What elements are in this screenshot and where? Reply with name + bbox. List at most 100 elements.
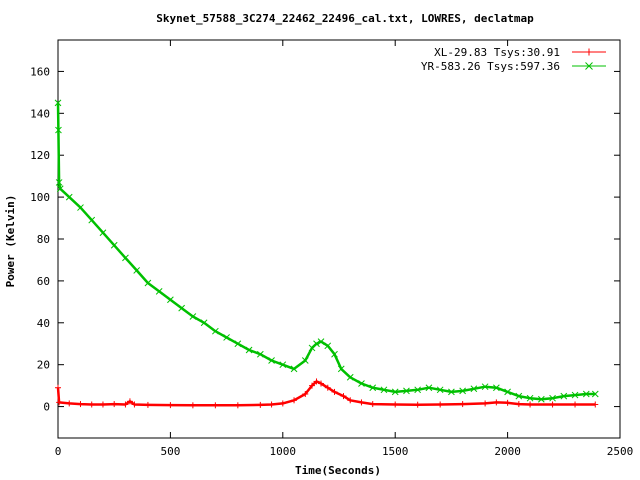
data-point: [55, 179, 63, 186]
data-point: [99, 229, 107, 237]
data-point: [88, 216, 96, 224]
data-point: [481, 383, 489, 391]
data-point: [549, 401, 556, 408]
data-point: [65, 193, 73, 201]
data-point: [392, 401, 399, 408]
y-tick-label: 140: [30, 107, 50, 120]
data-point: [549, 394, 556, 402]
data-point: [482, 400, 489, 407]
data-point: [234, 402, 241, 409]
legend-label: XL-29.83 Tsys:30.91: [434, 46, 560, 59]
y-tick-label: 60: [37, 275, 50, 288]
x-tick-label: 1500: [382, 445, 409, 458]
data-point: [144, 279, 152, 287]
data-point: [189, 402, 196, 409]
data-point: [331, 350, 338, 358]
data-point: [369, 384, 377, 392]
data-point: [301, 357, 309, 364]
data-point: [592, 401, 599, 408]
data-point: [234, 340, 242, 348]
data-point: [493, 384, 500, 392]
data-point: [591, 390, 599, 398]
x-tick-label: 1000: [270, 445, 297, 458]
series-line: [56, 102, 596, 401]
series-xl: [55, 378, 599, 409]
data-point: [391, 388, 399, 396]
data-point: [380, 386, 388, 394]
data-point: [56, 185, 64, 193]
data-point: [77, 401, 84, 408]
data-point: [313, 378, 320, 385]
data-point: [302, 391, 309, 398]
data-point: [268, 401, 275, 408]
data-point: [425, 384, 433, 392]
data-point: [571, 391, 579, 399]
legend-marker: [585, 48, 593, 56]
data-point: [437, 401, 444, 408]
data-point: [515, 401, 522, 408]
data-point: [313, 340, 320, 348]
y-tick-label: 0: [43, 401, 50, 414]
data-point: [122, 401, 129, 408]
data-point: [279, 400, 286, 407]
data-point: [324, 384, 331, 391]
data-point: [493, 399, 500, 406]
data-point: [527, 401, 534, 408]
data-point: [245, 346, 253, 354]
data-point: [504, 388, 511, 396]
data-point: [324, 342, 332, 350]
data-point: [144, 401, 151, 408]
data-point: [55, 384, 61, 391]
data-point: [572, 401, 579, 408]
data-point: [200, 319, 208, 327]
x-tick-label: 2500: [607, 445, 634, 458]
data-point: [470, 385, 478, 393]
data-point: [54, 99, 62, 107]
x-tick-label: 500: [160, 445, 180, 458]
data-point: [212, 402, 219, 409]
data-point: [515, 392, 523, 400]
plot-area: 0 500 1000 1500 2000 2500 0 20 40 60 80 100 120 140 16…: [30, 39, 634, 458]
y-tick-label: 120: [30, 149, 50, 162]
data-point: [309, 382, 316, 389]
data-point: [122, 254, 129, 262]
data-point: [111, 401, 118, 408]
data-point: [537, 395, 545, 403]
y-tick-label: 160: [30, 65, 50, 78]
data-point: [459, 387, 466, 395]
data-point: [88, 401, 95, 408]
x-axis-label: Time(Seconds): [295, 464, 381, 477]
data-point: [279, 361, 287, 369]
data-point: [291, 397, 298, 404]
data-point: [347, 397, 354, 404]
data-point: [358, 380, 365, 387]
data-point: [189, 313, 197, 320]
series-yr: [54, 99, 599, 403]
data-point: [337, 365, 345, 373]
x-tick-label: 2000: [494, 445, 521, 458]
data-point: [414, 386, 422, 394]
data-point: [331, 388, 338, 395]
data-point: [340, 393, 347, 400]
data-point: [178, 304, 185, 312]
y-tick-label: 40: [37, 317, 50, 330]
data-point: [110, 241, 118, 249]
data-point: [99, 401, 106, 408]
data-point: [155, 288, 163, 295]
data-point: [504, 399, 511, 406]
data-point: [167, 402, 174, 409]
data-point: [223, 334, 230, 341]
data-point: [257, 401, 264, 408]
data-point: [167, 296, 174, 304]
data-point: [55, 126, 62, 134]
data-point: [318, 380, 325, 387]
legend-label: YR-583.26 Tsys:597.36: [421, 60, 560, 73]
data-point: [77, 204, 84, 211]
y-axis-label: Power (Kelvin): [4, 195, 17, 288]
data-point: [403, 387, 410, 395]
data-point: [346, 373, 354, 381]
y-tick-label: 100: [30, 191, 50, 204]
x-tick-label: 0: [55, 445, 62, 458]
data-point: [369, 401, 376, 408]
